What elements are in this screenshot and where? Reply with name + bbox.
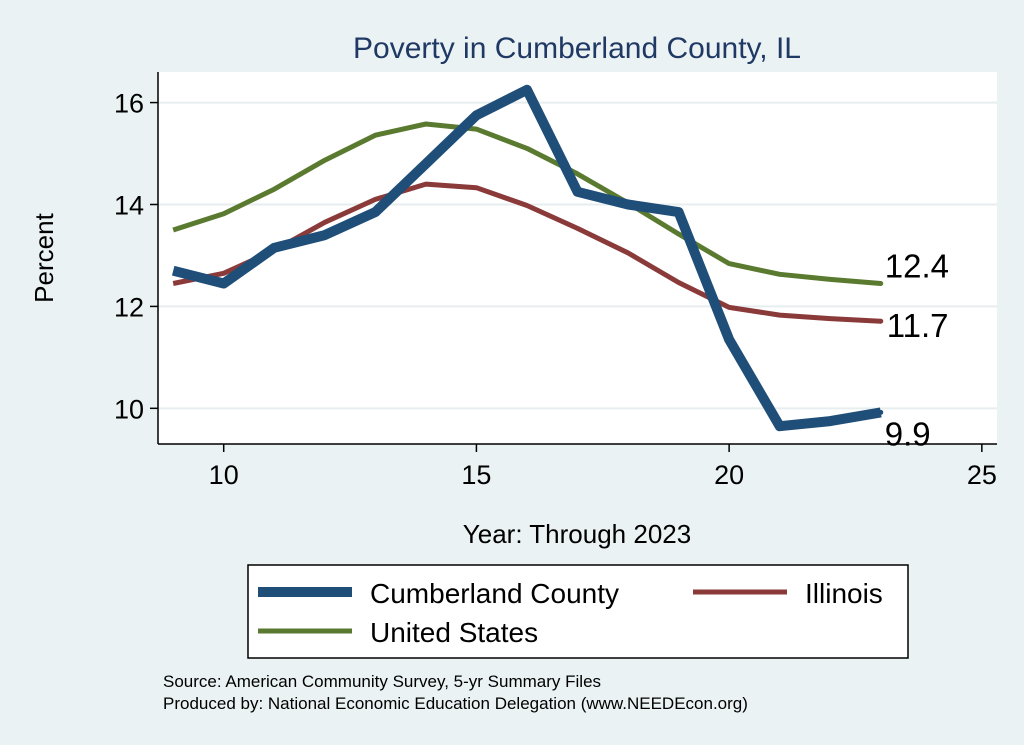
x-tick-label: 25 [967,460,997,490]
x-tick-label: 20 [714,460,744,490]
series-end-point-illinois [878,318,884,324]
y-axis-title: Percent [29,212,59,302]
tick-layer: 10 12 14 16 10 15 20 25 [114,89,997,490]
x-tick-label: 10 [209,460,239,490]
x-axis-title: Year: Through 2023 [463,519,691,549]
series-end-point-cumberland-county [878,409,884,415]
end-label-layer: 9.9 11.7 12.4 [885,247,949,452]
legend-label-cumberland-county: Cumberland County [370,578,619,609]
y-tick-label: 12 [114,292,144,322]
y-tick-label: 14 [114,190,144,220]
legend-box [247,564,909,659]
series-line-cumberland-county [171,84,882,432]
plot-area [158,72,997,444]
series-end-point-united-states [878,280,884,286]
grid-layer [158,101,997,410]
legend-label-illinois: Illinois [805,578,883,609]
end-label-united-states: 12.4 [885,247,949,284]
source-note: Source: American Community Survey, 5-yr … [163,672,601,691]
chart-title: Poverty in Cumberland County, IL [353,32,801,65]
series-line-united-states [172,121,882,286]
y-tick-label: 16 [114,89,144,119]
end-label-cumberland-county: 9.9 [885,415,931,452]
series-layer [171,84,884,432]
producer-note: Produced by: National Economic Education… [163,694,748,713]
y-tick-label: 10 [114,394,144,424]
legend: Cumberland County Illinois United States [247,564,909,659]
legend-label-united-states: United States [370,617,538,648]
end-label-illinois: 11.7 [887,307,949,344]
x-tick-label: 15 [461,460,491,490]
